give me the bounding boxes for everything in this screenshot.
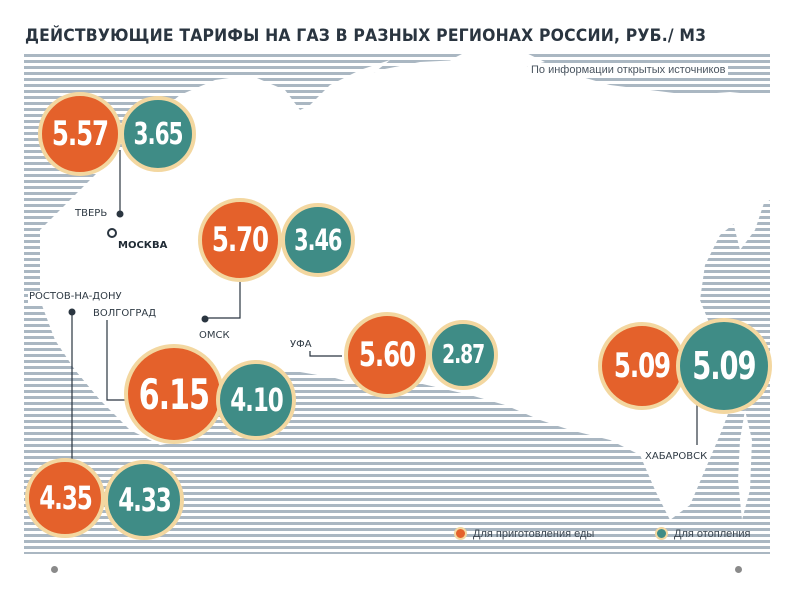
city-label-tver: ТВЕРЬ: [74, 208, 109, 220]
page-title: ДЕЙСТВУЮЩИЕ ТАРИФЫ НА ГАЗ В РАЗНЫХ РЕГИО…: [25, 26, 707, 46]
slide-bullet-left: [51, 566, 58, 573]
legend-heating-swatch: [655, 527, 668, 540]
heating-tariff-khabarovsk: 5.09: [676, 318, 772, 414]
heating-tariff-moscow: 3.65: [120, 96, 196, 172]
city-label-moscow: МОСКВА: [118, 240, 168, 251]
rostov-marker: [68, 308, 76, 316]
cooking-tariff-rostov: 4.35: [25, 458, 105, 538]
legend-cooking-label: Для приготовления еды: [473, 527, 595, 540]
slide-bullet-right: [735, 566, 742, 573]
cooking-tariff-omsk: 5.70: [198, 198, 282, 282]
legend-cooking: Для приготовления еды: [454, 527, 594, 540]
omsk-marker: [201, 315, 209, 323]
city-label-volgograd: ВОЛГОГРАД: [92, 308, 158, 320]
cooking-tariff-ufa: 5.60: [344, 312, 430, 398]
city-label-omsk: ОМСК: [198, 330, 231, 342]
legend-heating-label: Для отопления: [674, 527, 751, 540]
city-label-ufa: УФА: [289, 339, 313, 351]
legend-cooking-swatch: [454, 527, 467, 540]
taymyr: [450, 45, 545, 72]
sakhalin: [738, 410, 752, 520]
heating-tariff-volgograd: 4.10: [216, 360, 296, 440]
legend-heating: Для отопления: [655, 527, 750, 540]
moscow-marker: [107, 228, 117, 238]
city-label-khabarovsk: ХАБАРОВСК: [644, 451, 709, 463]
tver-marker: [116, 210, 124, 218]
cooking-tariff-khabarovsk: 5.09: [598, 322, 686, 410]
heating-tariff-omsk: 3.46: [281, 203, 355, 277]
kamchatka: [725, 110, 770, 250]
heating-tariff-ufa: 2.87: [428, 320, 498, 390]
novaya-zemlya: [300, 60, 390, 120]
heating-tariff-rostov: 4.33: [104, 460, 184, 540]
cooking-tariff-volgograd: 6.15: [124, 344, 224, 444]
cooking-tariff-moscow: 5.57: [38, 92, 122, 176]
city-label-rostov: РОСТОВ-НА-ДОНУ: [28, 291, 123, 303]
source-note: По информации открытых источников: [528, 64, 729, 76]
